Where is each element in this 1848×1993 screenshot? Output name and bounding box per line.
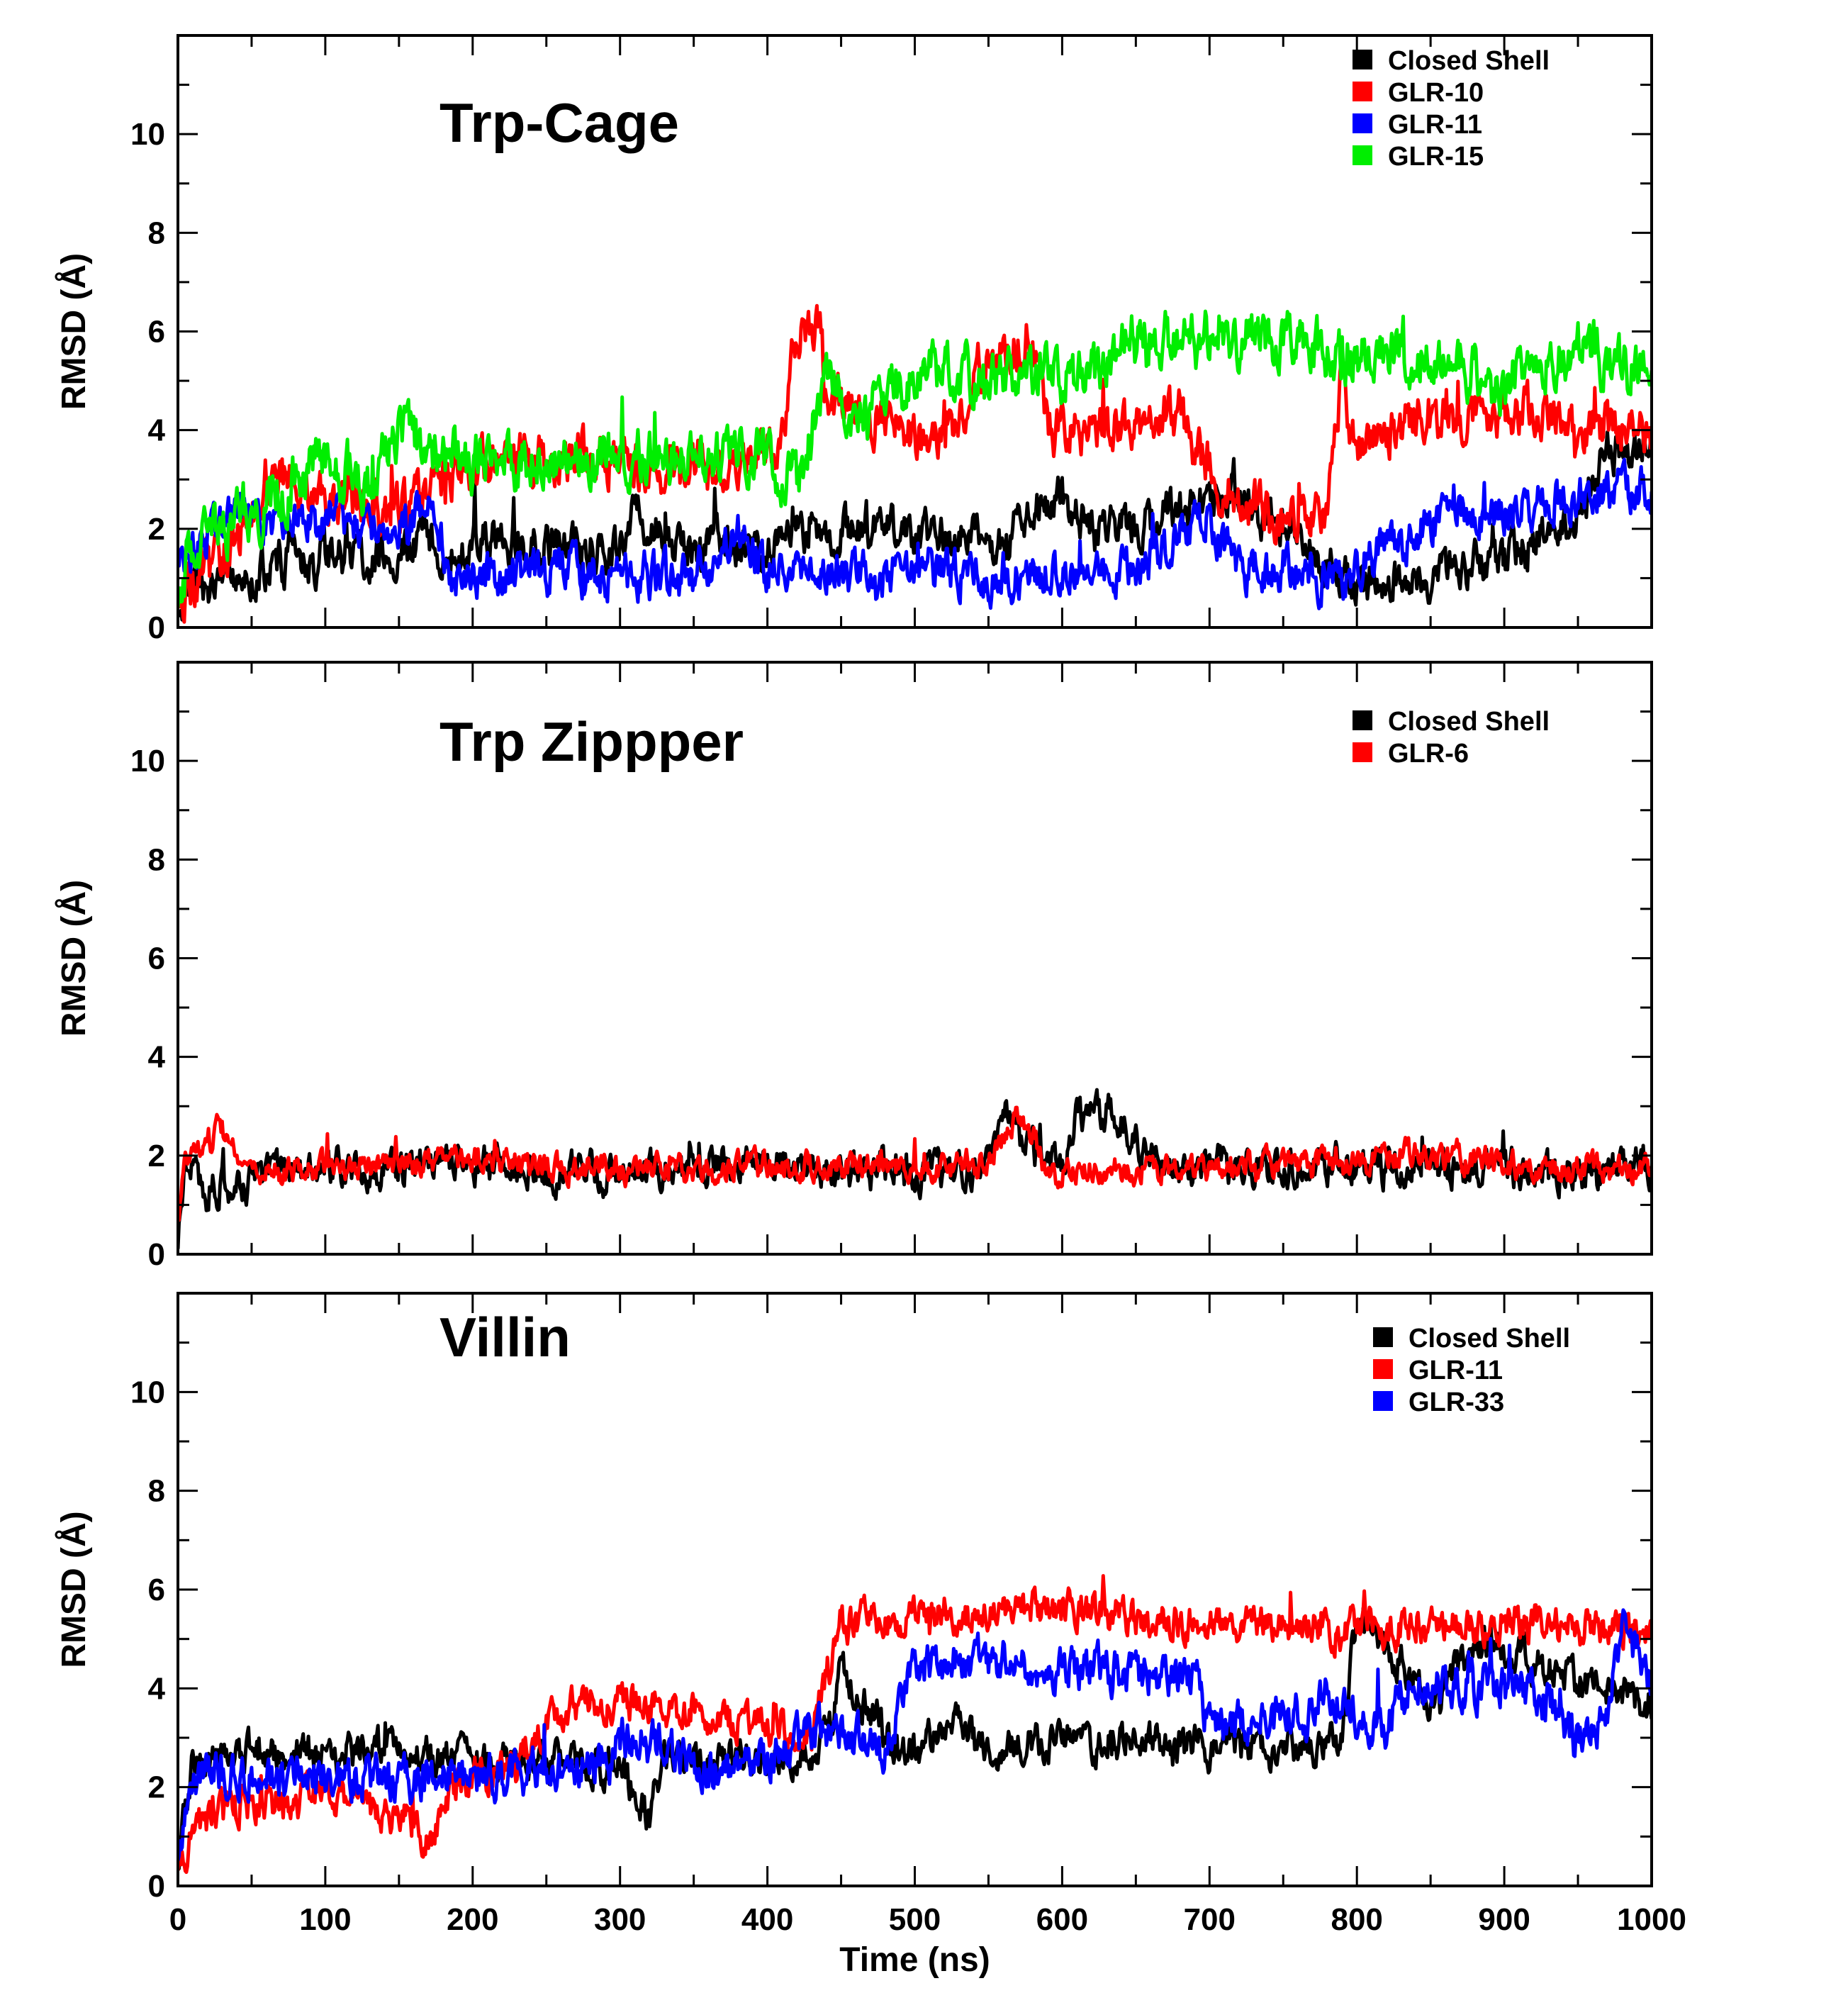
y-tick-label: 8: [148, 1474, 165, 1509]
legend-swatch: [1353, 50, 1372, 69]
y-tick-label: 6: [148, 315, 165, 350]
panel-title: Trp Zippper: [439, 710, 744, 773]
panel-3: 0 2 4 6 8 10 RMSD (Å) Villin Closed Shell GLR-11 G…: [55, 1292, 1686, 1979]
y-tick-label: 6: [148, 942, 165, 976]
legend-label: Closed Shell: [1409, 1324, 1570, 1353]
y-tick-label: 6: [148, 1573, 165, 1607]
y-tick-label: 10: [130, 1375, 165, 1409]
x-axis-title: Time (ns): [839, 1941, 990, 1979]
legend-swatch: [1353, 742, 1372, 762]
legend-label: GLR-11: [1388, 110, 1482, 140]
legend-swatch: [1353, 710, 1372, 730]
legend-swatch: [1353, 113, 1372, 133]
x-tick-label: 900: [1478, 1902, 1530, 1937]
y-tick-label: 2: [148, 1770, 165, 1805]
legend-label: GLR-10: [1388, 78, 1484, 108]
y-tick-label: 8: [148, 216, 165, 250]
x-tick-label: 800: [1331, 1902, 1382, 1937]
series-line-glr-15: [178, 309, 1652, 608]
y-tick-label: 4: [148, 1040, 166, 1075]
y-tick-label: 0: [148, 610, 165, 645]
y-tick-label: 2: [148, 1139, 165, 1173]
series-line-glr-11: [178, 1574, 1652, 1875]
panel-title: Villin: [439, 1306, 571, 1368]
y-axis-title: RMSD (Å): [55, 1511, 93, 1668]
panel-title: Trp-Cage: [439, 91, 679, 154]
legend-label: GLR-33: [1409, 1388, 1504, 1417]
x-tick-label: 400: [741, 1902, 793, 1937]
y-axis-title: RMSD (Å): [55, 253, 93, 410]
series-line-closed-shell: [178, 430, 1652, 622]
y-axis-title: RMSD (Å): [55, 880, 93, 1037]
legend-swatch: [1373, 1391, 1393, 1411]
series-line-glr-10: [178, 303, 1652, 624]
legend: Closed Shell GLR-11 GLR-33: [1373, 1324, 1570, 1417]
series-group: [178, 1574, 1652, 1875]
y-tick-label: 4: [148, 413, 166, 448]
y-tick-label: 4: [148, 1671, 166, 1706]
x-tick-label: 600: [1036, 1902, 1088, 1937]
series-group: [178, 303, 1652, 624]
legend-label: GLR-15: [1388, 142, 1484, 172]
x-tick-label: 0: [169, 1902, 186, 1937]
y-tick-label: 10: [130, 744, 165, 778]
x-tick-label: 500: [889, 1902, 941, 1937]
series-line-glr-6: [178, 1105, 1652, 1222]
legend-label: GLR-11: [1409, 1356, 1503, 1385]
y-tick-label: 2: [148, 512, 165, 547]
x-tick-label: 100: [299, 1902, 351, 1937]
x-tick-label: 1000: [1617, 1902, 1686, 1937]
x-tick-label: 700: [1184, 1902, 1236, 1937]
series-line-glr-33: [178, 1608, 1652, 1861]
y-tick-label: 8: [148, 842, 165, 877]
legend-swatch: [1373, 1327, 1393, 1347]
legend-swatch: [1353, 82, 1372, 101]
x-tick-label: 300: [594, 1902, 646, 1937]
legend-swatch: [1353, 145, 1372, 165]
legend-swatch: [1373, 1359, 1393, 1379]
y-tick-label: 0: [148, 1237, 165, 1272]
legend-label: Closed Shell: [1388, 707, 1550, 737]
x-tick-label: 200: [447, 1902, 498, 1937]
series-line-closed-shell: [178, 1606, 1652, 1872]
panel-2: 0 2 4 6 8 10 RMSD (Å) Trp Zippper Closed ShellGL…: [55, 661, 1653, 1272]
legend-label: Closed Shell: [1388, 46, 1550, 76]
series-line-glr-11: [178, 457, 1652, 610]
y-tick-label: 0: [148, 1869, 165, 1904]
series-group: [178, 1088, 1652, 1249]
y-tick-label: 10: [130, 117, 165, 152]
legend-label: GLR-6: [1388, 739, 1469, 769]
